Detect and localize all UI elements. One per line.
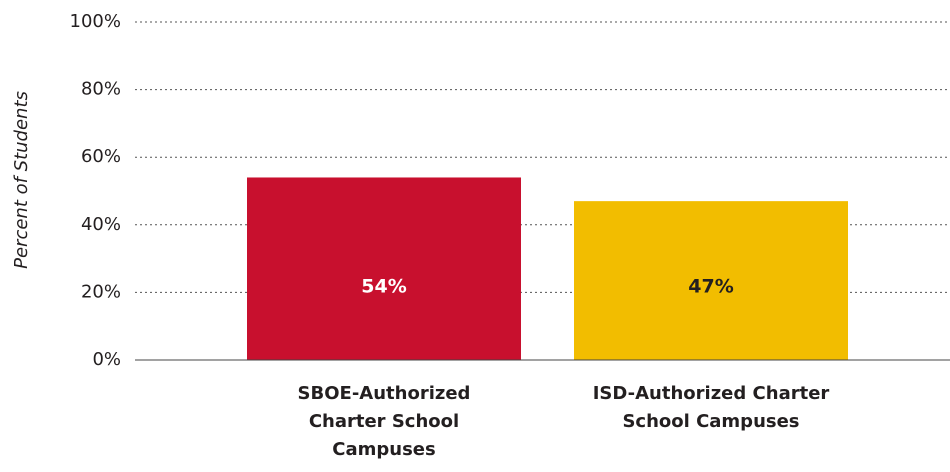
bar <box>574 201 848 360</box>
value-label: 47% <box>688 276 733 298</box>
y-tick-label: 20% <box>81 281 121 302</box>
y-tick-label: 0% <box>92 349 121 370</box>
y-axis-label: Percent of Students <box>11 91 32 269</box>
y-tick-label: 60% <box>81 146 121 167</box>
x-tick-label: SBOE-Authorized Charter School Campuses <box>297 383 471 460</box>
x-tick-label: ISD-Authorized Charter School Campuses <box>592 383 830 432</box>
y-tick-label: 100% <box>70 11 121 32</box>
value-label: 54% <box>361 276 406 298</box>
y-tick-label: 80% <box>81 79 121 100</box>
y-tick-label: 40% <box>81 214 121 235</box>
bar <box>247 177 521 360</box>
